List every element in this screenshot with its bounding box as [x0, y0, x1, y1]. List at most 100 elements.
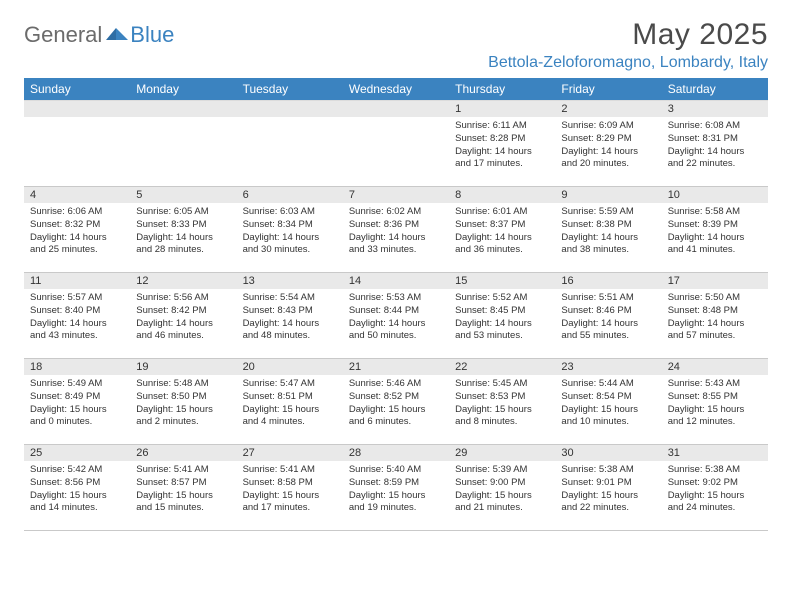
day-number: 5 — [130, 187, 236, 203]
calendar-day-cell: 7Sunrise: 6:02 AMSunset: 8:36 PMDaylight… — [343, 187, 449, 273]
day-number: 28 — [343, 445, 449, 461]
calendar-day-cell: 8Sunrise: 6:01 AMSunset: 8:37 PMDaylight… — [449, 187, 555, 273]
day-number: 24 — [662, 359, 768, 375]
day-details: Sunrise: 5:57 AMSunset: 8:40 PMDaylight:… — [24, 289, 130, 347]
day-number: 2 — [555, 101, 661, 117]
calendar-day-cell: 18Sunrise: 5:49 AMSunset: 8:49 PMDayligh… — [24, 359, 130, 445]
calendar-day-cell: 23Sunrise: 5:44 AMSunset: 8:54 PMDayligh… — [555, 359, 661, 445]
calendar-week-row: 18Sunrise: 5:49 AMSunset: 8:49 PMDayligh… — [24, 359, 768, 445]
weekday-header: Wednesday — [343, 78, 449, 101]
day-number-bar — [24, 101, 130, 117]
calendar-day-cell: 30Sunrise: 5:38 AMSunset: 9:01 PMDayligh… — [555, 445, 661, 531]
calendar-day-cell: 17Sunrise: 5:50 AMSunset: 8:48 PMDayligh… — [662, 273, 768, 359]
day-number-bar — [343, 101, 449, 117]
day-details: Sunrise: 6:09 AMSunset: 8:29 PMDaylight:… — [555, 117, 661, 175]
calendar-day-cell: 2Sunrise: 6:09 AMSunset: 8:29 PMDaylight… — [555, 101, 661, 187]
calendar-day-cell: 24Sunrise: 5:43 AMSunset: 8:55 PMDayligh… — [662, 359, 768, 445]
calendar-day-cell — [343, 101, 449, 187]
weekday-header: Thursday — [449, 78, 555, 101]
day-number: 31 — [662, 445, 768, 461]
day-number: 7 — [343, 187, 449, 203]
calendar-week-row: 1Sunrise: 6:11 AMSunset: 8:28 PMDaylight… — [24, 101, 768, 187]
weekday-header: Tuesday — [237, 78, 343, 101]
day-number: 11 — [24, 273, 130, 289]
day-number: 1 — [449, 101, 555, 117]
day-details: Sunrise: 6:06 AMSunset: 8:32 PMDaylight:… — [24, 203, 130, 261]
day-details: Sunrise: 5:54 AMSunset: 8:43 PMDaylight:… — [237, 289, 343, 347]
calendar-day-cell: 15Sunrise: 5:52 AMSunset: 8:45 PMDayligh… — [449, 273, 555, 359]
header: General Blue May 2025 Bettola-Zeloforoma… — [24, 18, 768, 72]
day-number: 14 — [343, 273, 449, 289]
day-number: 6 — [237, 187, 343, 203]
day-number: 19 — [130, 359, 236, 375]
day-details: Sunrise: 5:53 AMSunset: 8:44 PMDaylight:… — [343, 289, 449, 347]
calendar-day-cell: 25Sunrise: 5:42 AMSunset: 8:56 PMDayligh… — [24, 445, 130, 531]
calendar-day-cell: 19Sunrise: 5:48 AMSunset: 8:50 PMDayligh… — [130, 359, 236, 445]
day-number: 8 — [449, 187, 555, 203]
day-number: 27 — [237, 445, 343, 461]
day-details: Sunrise: 6:08 AMSunset: 8:31 PMDaylight:… — [662, 117, 768, 175]
calendar-day-cell: 6Sunrise: 6:03 AMSunset: 8:34 PMDaylight… — [237, 187, 343, 273]
day-details: Sunrise: 6:05 AMSunset: 8:33 PMDaylight:… — [130, 203, 236, 261]
weekday-header: Saturday — [662, 78, 768, 101]
day-number-bar — [130, 101, 236, 117]
day-details: Sunrise: 5:48 AMSunset: 8:50 PMDaylight:… — [130, 375, 236, 433]
calendar-day-cell: 3Sunrise: 6:08 AMSunset: 8:31 PMDaylight… — [662, 101, 768, 187]
logo-text-gray: General — [24, 22, 102, 48]
calendar-day-cell: 20Sunrise: 5:47 AMSunset: 8:51 PMDayligh… — [237, 359, 343, 445]
day-details: Sunrise: 5:39 AMSunset: 9:00 PMDaylight:… — [449, 461, 555, 519]
calendar-week-row: 4Sunrise: 6:06 AMSunset: 8:32 PMDaylight… — [24, 187, 768, 273]
calendar-day-cell: 16Sunrise: 5:51 AMSunset: 8:46 PMDayligh… — [555, 273, 661, 359]
title-block: May 2025 Bettola-Zeloforomagno, Lombardy… — [488, 18, 768, 72]
day-details: Sunrise: 5:56 AMSunset: 8:42 PMDaylight:… — [130, 289, 236, 347]
day-number: 13 — [237, 273, 343, 289]
calendar-week-row: 25Sunrise: 5:42 AMSunset: 8:56 PMDayligh… — [24, 445, 768, 531]
day-details: Sunrise: 5:43 AMSunset: 8:55 PMDaylight:… — [662, 375, 768, 433]
day-details: Sunrise: 6:11 AMSunset: 8:28 PMDaylight:… — [449, 117, 555, 175]
weekday-header: Friday — [555, 78, 661, 101]
calendar-day-cell: 10Sunrise: 5:58 AMSunset: 8:39 PMDayligh… — [662, 187, 768, 273]
calendar-table: Sunday Monday Tuesday Wednesday Thursday… — [24, 78, 768, 531]
calendar-day-cell: 21Sunrise: 5:46 AMSunset: 8:52 PMDayligh… — [343, 359, 449, 445]
day-details: Sunrise: 5:50 AMSunset: 8:48 PMDaylight:… — [662, 289, 768, 347]
calendar-day-cell: 1Sunrise: 6:11 AMSunset: 8:28 PMDaylight… — [449, 101, 555, 187]
day-number: 9 — [555, 187, 661, 203]
day-number: 17 — [662, 273, 768, 289]
calendar-day-cell: 13Sunrise: 5:54 AMSunset: 8:43 PMDayligh… — [237, 273, 343, 359]
day-details: Sunrise: 5:58 AMSunset: 8:39 PMDaylight:… — [662, 203, 768, 261]
location-subtitle: Bettola-Zeloforomagno, Lombardy, Italy — [488, 54, 768, 72]
day-details: Sunrise: 5:42 AMSunset: 8:56 PMDaylight:… — [24, 461, 130, 519]
weekday-header-row: Sunday Monday Tuesday Wednesday Thursday… — [24, 78, 768, 101]
calendar-day-cell: 9Sunrise: 5:59 AMSunset: 8:38 PMDaylight… — [555, 187, 661, 273]
logo: General Blue — [24, 22, 174, 48]
month-title: May 2025 — [488, 18, 768, 52]
day-details: Sunrise: 5:52 AMSunset: 8:45 PMDaylight:… — [449, 289, 555, 347]
calendar-day-cell: 4Sunrise: 6:06 AMSunset: 8:32 PMDaylight… — [24, 187, 130, 273]
logo-text-blue: Blue — [130, 22, 174, 48]
day-number: 21 — [343, 359, 449, 375]
day-number: 25 — [24, 445, 130, 461]
day-details: Sunrise: 5:41 AMSunset: 8:57 PMDaylight:… — [130, 461, 236, 519]
calendar-day-cell: 27Sunrise: 5:41 AMSunset: 8:58 PMDayligh… — [237, 445, 343, 531]
day-details: Sunrise: 6:02 AMSunset: 8:36 PMDaylight:… — [343, 203, 449, 261]
day-number: 30 — [555, 445, 661, 461]
calendar-day-cell — [237, 101, 343, 187]
day-number: 4 — [24, 187, 130, 203]
day-details: Sunrise: 5:45 AMSunset: 8:53 PMDaylight:… — [449, 375, 555, 433]
calendar-day-cell: 28Sunrise: 5:40 AMSunset: 8:59 PMDayligh… — [343, 445, 449, 531]
day-number: 15 — [449, 273, 555, 289]
day-number-bar — [237, 101, 343, 117]
day-details: Sunrise: 5:38 AMSunset: 9:02 PMDaylight:… — [662, 461, 768, 519]
day-number: 23 — [555, 359, 661, 375]
day-details: Sunrise: 5:47 AMSunset: 8:51 PMDaylight:… — [237, 375, 343, 433]
day-number: 29 — [449, 445, 555, 461]
day-details: Sunrise: 5:40 AMSunset: 8:59 PMDaylight:… — [343, 461, 449, 519]
day-number: 26 — [130, 445, 236, 461]
calendar-day-cell: 22Sunrise: 5:45 AMSunset: 8:53 PMDayligh… — [449, 359, 555, 445]
weekday-header: Sunday — [24, 78, 130, 101]
day-details: Sunrise: 6:03 AMSunset: 8:34 PMDaylight:… — [237, 203, 343, 261]
calendar-day-cell — [130, 101, 236, 187]
day-number: 16 — [555, 273, 661, 289]
day-details: Sunrise: 6:01 AMSunset: 8:37 PMDaylight:… — [449, 203, 555, 261]
day-number: 3 — [662, 101, 768, 117]
